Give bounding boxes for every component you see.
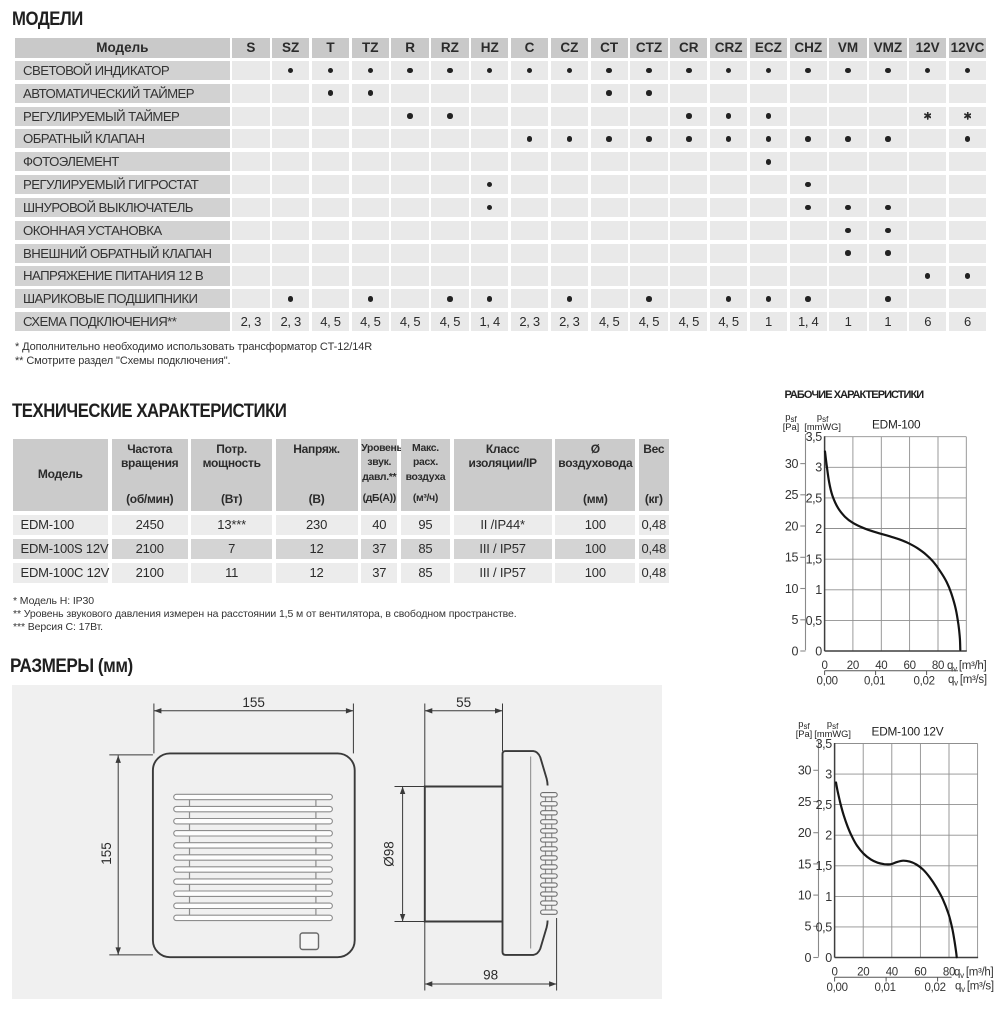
- svg-text:psf: psf: [827, 719, 839, 731]
- svg-text:20: 20: [785, 519, 799, 533]
- svg-text:80: 80: [932, 660, 944, 672]
- svg-text:3: 3: [815, 461, 822, 475]
- svg-text:80: 80: [943, 967, 955, 979]
- svg-text:0: 0: [815, 644, 822, 658]
- svg-text:[Pa]: [Pa]: [783, 422, 800, 432]
- svg-text:30: 30: [785, 457, 799, 471]
- svg-text:155: 155: [99, 842, 114, 865]
- svg-text:1: 1: [815, 583, 822, 597]
- svg-text:60: 60: [914, 967, 926, 979]
- svg-text:10: 10: [785, 582, 799, 596]
- svg-text:2: 2: [815, 522, 822, 536]
- svg-text:0: 0: [804, 951, 811, 965]
- svg-text:55: 55: [456, 695, 471, 710]
- svg-text:qv [m³/s]: qv [m³/s]: [948, 674, 987, 688]
- svg-text:2: 2: [825, 829, 832, 843]
- svg-text:0,02: 0,02: [925, 982, 946, 994]
- svg-text:0,00: 0,00: [827, 982, 848, 994]
- svg-text:20: 20: [857, 967, 869, 979]
- svg-text:2,5: 2,5: [816, 798, 833, 812]
- svg-text:1,5: 1,5: [806, 553, 823, 567]
- svg-text:EDM-100: EDM-100: [872, 417, 921, 431]
- svg-text:qv [m³/s]: qv [m³/s]: [955, 981, 994, 995]
- svg-text:25: 25: [785, 488, 799, 502]
- svg-text:2,5: 2,5: [806, 491, 823, 505]
- svg-text:0,5: 0,5: [816, 920, 833, 934]
- svg-text:155: 155: [242, 695, 265, 710]
- svg-text:qv [m³/h]: qv [m³/h]: [947, 660, 987, 674]
- svg-text:0,02: 0,02: [914, 676, 935, 688]
- svg-text:0: 0: [791, 644, 798, 658]
- svg-text:40: 40: [886, 967, 898, 979]
- svg-text:98: 98: [483, 968, 498, 983]
- svg-text:[Pa]: [Pa]: [796, 729, 813, 739]
- svg-text:3: 3: [825, 768, 832, 782]
- svg-text:20: 20: [847, 660, 859, 672]
- svg-text:5: 5: [804, 920, 811, 934]
- svg-text:0: 0: [825, 951, 832, 965]
- svg-text:60: 60: [903, 660, 915, 672]
- svg-text:0: 0: [822, 660, 828, 672]
- svg-text:psf: psf: [817, 412, 829, 424]
- svg-text:40: 40: [875, 660, 887, 672]
- svg-text:20: 20: [798, 826, 812, 840]
- svg-text:psf: psf: [785, 412, 797, 424]
- svg-text:0,00: 0,00: [817, 676, 838, 688]
- svg-text:15: 15: [785, 551, 799, 565]
- svg-text:25: 25: [798, 795, 812, 809]
- svg-text:0,01: 0,01: [864, 676, 885, 688]
- svg-text:qv [m³/h]: qv [m³/h]: [954, 967, 994, 981]
- svg-text:EDM-100 12V: EDM-100 12V: [872, 724, 944, 738]
- svg-text:5: 5: [791, 613, 798, 627]
- svg-text:1: 1: [825, 890, 832, 904]
- svg-text:0,01: 0,01: [875, 982, 896, 994]
- svg-text:1,5: 1,5: [816, 859, 833, 873]
- svg-text:psf: psf: [798, 719, 810, 731]
- svg-text:Ø98: Ø98: [382, 841, 397, 867]
- svg-text:3,5: 3,5: [806, 430, 823, 444]
- svg-text:[mmWG]: [mmWG]: [814, 729, 851, 739]
- svg-text:10: 10: [798, 889, 812, 903]
- svg-text:0,5: 0,5: [806, 614, 823, 628]
- svg-text:3,5: 3,5: [816, 737, 833, 751]
- svg-text:0: 0: [832, 967, 838, 979]
- svg-text:[mmWG]: [mmWG]: [804, 422, 841, 432]
- svg-text:30: 30: [798, 764, 812, 778]
- svg-text:15: 15: [798, 857, 812, 871]
